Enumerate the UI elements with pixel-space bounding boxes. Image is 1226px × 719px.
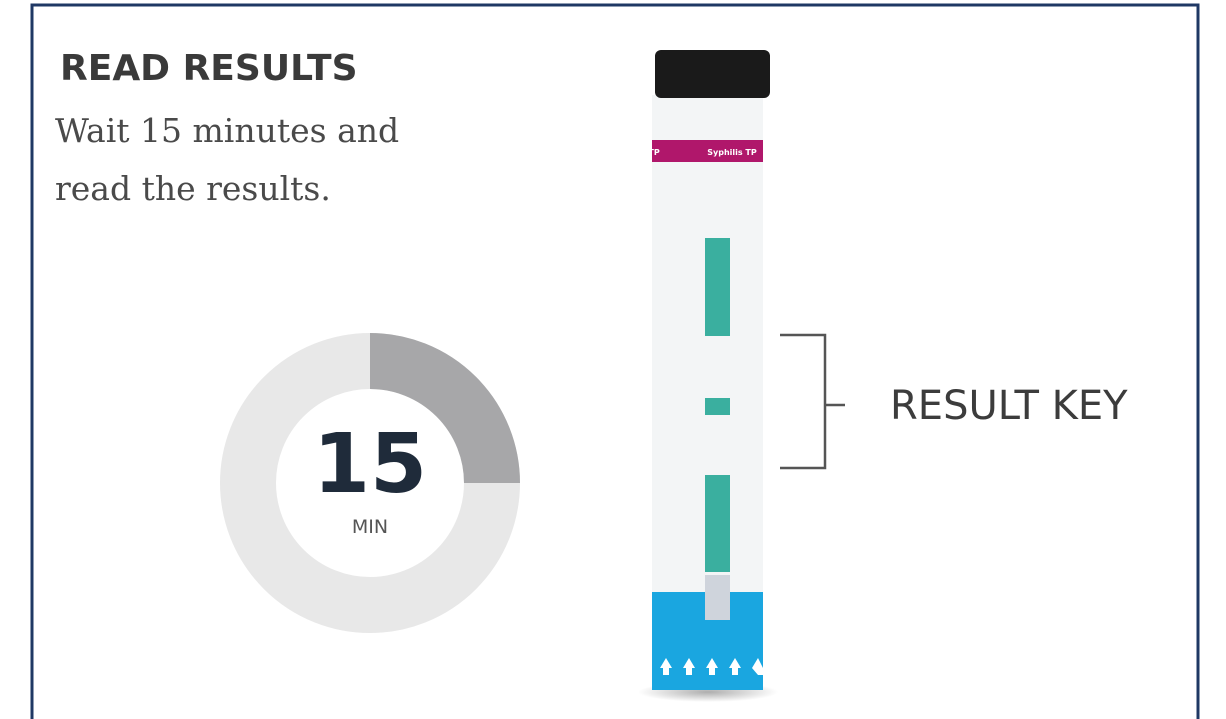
- strip-cap: [655, 50, 770, 98]
- strip-band: [652, 140, 763, 162]
- heading: READ RESULTS: [60, 48, 358, 89]
- strip-pad: [705, 475, 730, 572]
- strip-pad: [705, 238, 730, 336]
- timer-elapsed: [369, 333, 520, 484]
- strip-arrows: [660, 658, 763, 675]
- sample-pad: [705, 575, 730, 620]
- frame: [30, 3, 1200, 719]
- timer-unit: MIN: [352, 516, 388, 538]
- bracket: [780, 333, 845, 470]
- timer-number: 15: [313, 417, 427, 512]
- instruction-line: read the results.: [55, 169, 331, 208]
- strip-label: Syphilis TP: [610, 148, 660, 157]
- callout: RESULT KEY: [890, 383, 1128, 429]
- result-line: [705, 398, 730, 415]
- strip-label: Syphilis TP: [707, 148, 757, 157]
- instruction-line: Wait 15 minutes and: [55, 111, 399, 150]
